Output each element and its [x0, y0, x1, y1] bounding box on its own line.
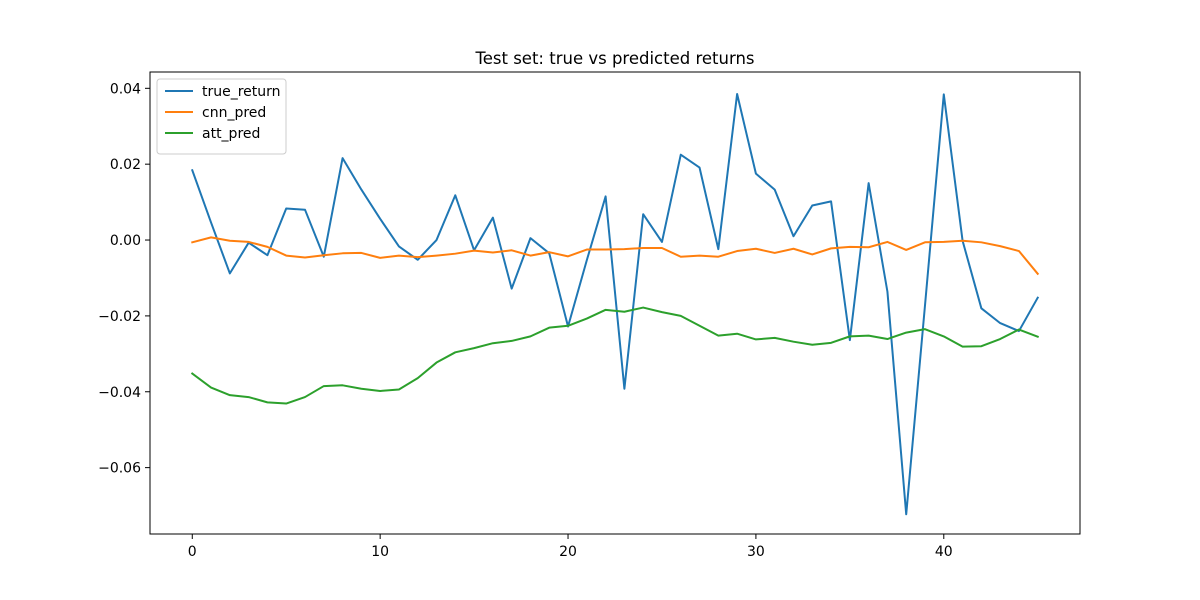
x-tick-label: 30 — [747, 544, 765, 560]
y-tick-label: 0.00 — [110, 233, 141, 249]
series-line-cnn-pred — [191, 236, 1040, 276]
y-axis: −0.06 −0.04 −0.02 0.00 0.02 0.04 — [98, 81, 150, 477]
legend-label: cnn_pred — [202, 105, 266, 121]
plot-lines — [190, 93, 1040, 516]
series-line-att-pred — [190, 306, 1040, 405]
y-tick-label: −0.04 — [98, 385, 141, 401]
x-tick-label: 40 — [935, 544, 953, 560]
plot-area-frame — [149, 71, 1081, 535]
x-tick-label: 0 — [188, 544, 197, 560]
series-line-true-return — [190, 93, 1040, 516]
x-tick-label: 10 — [371, 544, 389, 560]
y-tick-label: 0.04 — [110, 81, 141, 97]
legend-box — [156, 78, 287, 155]
legend: true_return cnn_pred att_pred — [156, 78, 287, 155]
legend-label: true_return — [202, 84, 281, 100]
x-tick-label: 20 — [559, 544, 577, 560]
y-tick-label: −0.06 — [98, 461, 141, 477]
y-tick-label: 0.02 — [110, 157, 141, 173]
legend-label: att_pred — [202, 126, 260, 142]
x-axis: 0 10 20 30 40 — [188, 534, 953, 560]
y-tick-label: −0.02 — [98, 309, 141, 325]
chart-title: Test set: true vs predicted returns — [474, 49, 754, 68]
